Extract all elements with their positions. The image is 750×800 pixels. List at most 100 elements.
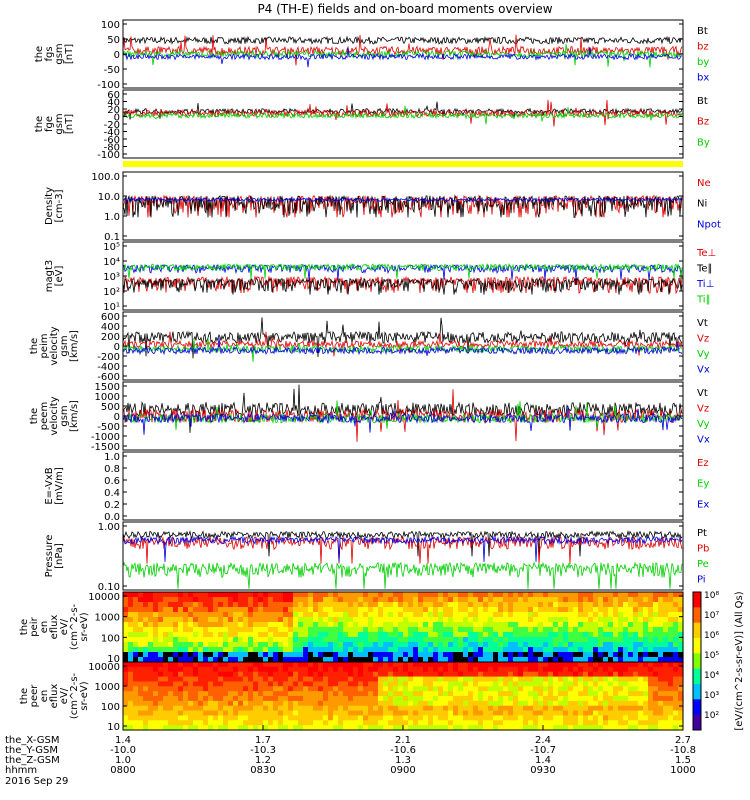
heatmap-cell	[623, 647, 629, 653]
heatmap-cell	[148, 647, 154, 653]
heatmap-cell	[533, 637, 539, 643]
heatmap-cell	[128, 617, 134, 623]
y-tick-label: -1000	[91, 432, 120, 443]
heatmap-cell	[358, 647, 364, 653]
heatmap-cell	[418, 720, 424, 726]
y-tick-label: 10²	[103, 287, 120, 298]
heatmap-cell	[483, 666, 489, 673]
heatmap-cell	[308, 657, 314, 663]
heatmap-cell	[593, 671, 599, 678]
heatmap-cell	[373, 696, 379, 702]
heatmap-cell	[343, 627, 349, 633]
heatmap-cell	[638, 710, 644, 717]
heatmap-cell	[458, 662, 464, 668]
heatmap-cell	[348, 602, 354, 608]
heatmap-cell	[648, 676, 654, 683]
heatmap-cell	[268, 666, 274, 673]
heatmap-cell	[578, 602, 584, 608]
heatmap-cell	[168, 607, 174, 613]
heatmap-cell	[648, 617, 654, 623]
heatmap-cell	[308, 642, 314, 648]
heatmap-cell	[598, 597, 604, 603]
heatmap-cell	[358, 617, 364, 623]
heatmap-cell	[233, 647, 239, 653]
heatmap-cell	[408, 710, 414, 717]
heatmap-cell	[373, 642, 379, 648]
heatmap-cell	[543, 607, 549, 613]
heatmap-cell	[198, 617, 204, 623]
heatmap-cell	[293, 691, 299, 697]
heatmap-cell	[668, 627, 674, 633]
heatmap-cell	[673, 700, 679, 707]
heatmap-cell	[348, 617, 354, 623]
heatmap-cell	[668, 652, 674, 658]
heatmap-cell	[293, 725, 299, 731]
legend-Vx: Vx	[697, 435, 710, 446]
heatmap-cell	[283, 642, 289, 648]
heatmap-cell	[233, 657, 239, 663]
heatmap-cell	[288, 662, 294, 668]
heatmap-cell	[468, 632, 474, 638]
heatmap-cell	[588, 700, 594, 707]
heatmap-cell	[223, 602, 229, 608]
heatmap-cell	[373, 725, 379, 731]
heatmap-cell	[493, 705, 499, 712]
heatmap-cell	[383, 705, 389, 712]
heatmap-cell	[273, 612, 279, 618]
heatmap-cell	[143, 647, 149, 653]
heatmap-cell	[493, 632, 499, 638]
heatmap-cell	[578, 622, 584, 628]
heatmap-cell	[573, 705, 579, 712]
heatmap-cell	[148, 602, 154, 608]
heatmap-cell	[653, 662, 659, 668]
heatmap-cell	[593, 681, 599, 687]
heatmap-cell	[593, 700, 599, 707]
x-tick-label: 1.3	[395, 755, 411, 766]
heatmap-cell	[523, 617, 529, 623]
heatmap-cell	[233, 705, 239, 712]
heatmap-cell	[613, 725, 619, 731]
heatmap-cell	[378, 696, 384, 702]
heatmap-cell	[608, 617, 614, 623]
heatmap-cell	[468, 652, 474, 658]
heatmap-cell	[393, 691, 399, 697]
heatmap-cell	[493, 602, 499, 608]
heatmap-cell	[573, 720, 579, 726]
heatmap-cell	[388, 705, 394, 712]
y-tick-label: -600	[97, 372, 120, 383]
heatmap-cell	[168, 696, 174, 702]
heatmap-cell	[328, 700, 334, 707]
heatmap-cell	[443, 710, 449, 717]
heatmap-cell	[323, 686, 329, 692]
heatmap-cell	[288, 617, 294, 623]
heatmap-cell	[618, 662, 624, 668]
heatmap-cell	[283, 637, 289, 643]
heatmap-cell	[298, 632, 304, 638]
heatmap-cell	[678, 662, 684, 668]
heatmap-cell	[428, 696, 434, 702]
heatmap-cell	[283, 592, 289, 598]
heatmap-cell	[518, 622, 524, 628]
heatmap-cell	[573, 691, 579, 697]
heatmap-cell	[583, 622, 589, 628]
heatmap-cell	[273, 617, 279, 623]
heatmap-cell	[513, 632, 519, 638]
heatmap-cell	[508, 612, 514, 618]
heatmap-cell	[348, 592, 354, 598]
heatmap-cell	[438, 607, 444, 613]
heatmap-cell	[433, 622, 439, 628]
heatmap-cell	[143, 715, 149, 721]
heatmap-cell	[413, 627, 419, 633]
heatmap-cell	[658, 602, 664, 608]
heatmap-cell	[313, 642, 319, 648]
heatmap-cell	[153, 592, 159, 598]
heatmap-cell	[508, 622, 514, 628]
heatmap-cell	[188, 720, 194, 726]
heatmap-cell	[573, 602, 579, 608]
heatmap-cell	[478, 676, 484, 683]
heatmap-cell	[143, 681, 149, 687]
x-tick-label: -10.0	[110, 745, 136, 756]
heatmap-cell	[498, 597, 504, 603]
heatmap-cell	[503, 720, 509, 726]
